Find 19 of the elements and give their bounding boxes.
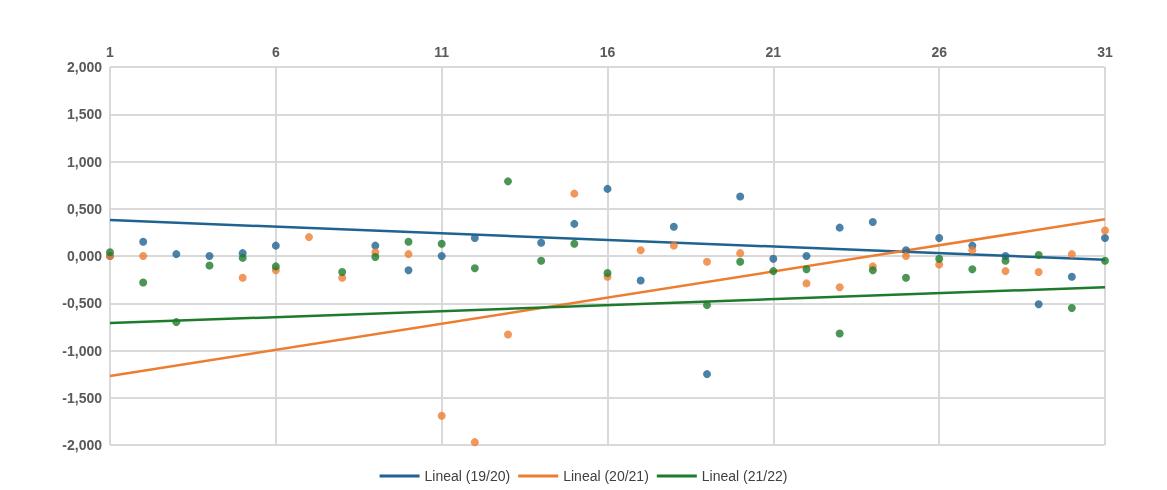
x-tick-label: 16 [599, 44, 616, 60]
x-tick-label: 1 [106, 44, 115, 60]
y-tick-label: -1,500 [62, 389, 103, 406]
y-tick-label: 0,000 [66, 248, 103, 264]
y-tick-label: -2,000 [62, 437, 103, 453]
legend-label: Lineal (19/20) [424, 468, 511, 484]
y-tick-label: 1,500 [66, 106, 103, 123]
x-tick-label: 6 [271, 44, 280, 60]
x-tick-label: 21 [765, 44, 782, 60]
y-tick-label: 0,500 [66, 200, 103, 217]
x-tick-label: 26 [931, 44, 948, 60]
y-tick-label: -1,000 [62, 342, 103, 359]
x-tick-label: 31 [1097, 44, 1113, 60]
y-tick-label: -0,500 [62, 295, 103, 312]
y-tick-label: 1,000 [66, 153, 103, 170]
legend-label: Lineal (20/21) [563, 468, 649, 484]
x-tick-label: 11 [434, 44, 450, 60]
legend-label: Lineal (21/22) [701, 468, 788, 484]
y-tick-label: 2,000 [66, 59, 103, 75]
